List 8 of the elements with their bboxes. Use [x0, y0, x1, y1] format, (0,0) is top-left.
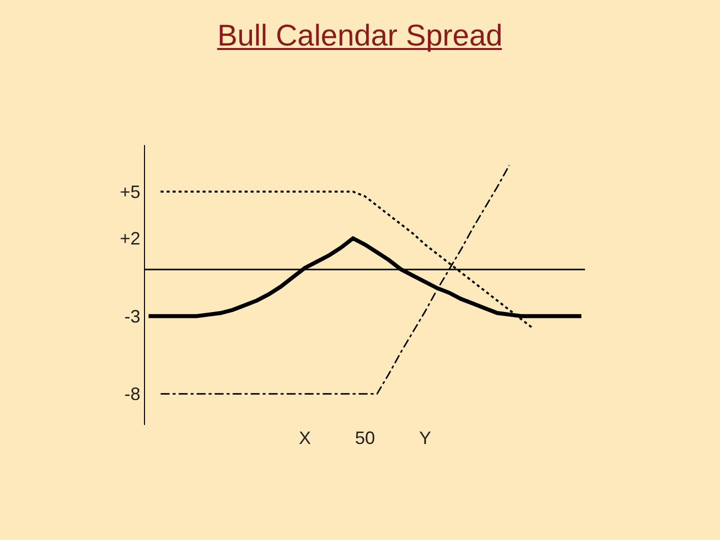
x-tick-label: Y — [419, 428, 432, 448]
y-tick-label: +5 — [120, 182, 140, 202]
y-tick-label: -3 — [124, 306, 140, 326]
x-tick-label: X — [298, 428, 311, 448]
x-tick-label: 50 — [354, 428, 376, 448]
y-tick-label: -8 — [124, 384, 140, 404]
chart-title: Bull Calendar Spread — [217, 19, 503, 52]
y-tick-label: +2 — [120, 228, 140, 249]
